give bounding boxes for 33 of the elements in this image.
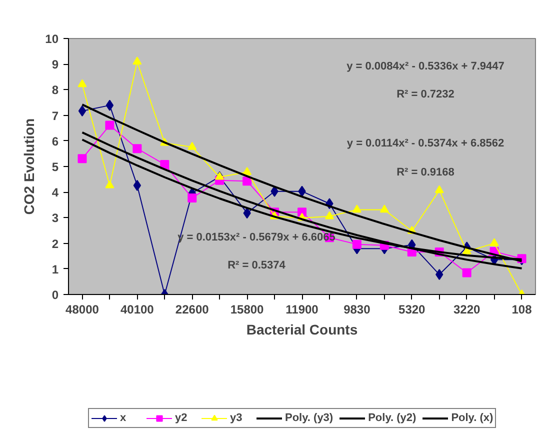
legend-label: x: [120, 411, 128, 425]
legend-label: y2: [175, 411, 188, 425]
y-tick-label: 5: [52, 160, 59, 174]
x-tick-label: 40100: [120, 302, 154, 316]
y-tick-label: 9: [52, 58, 59, 72]
annotation: y = 0.0084x² - 0.5336x + 7.9447: [346, 60, 504, 72]
y-tick-label: 8: [52, 83, 59, 98]
x-tick-label: 15800: [230, 302, 264, 316]
y-tick-label: 0: [52, 288, 59, 302]
y-tick-label: 4: [52, 186, 59, 200]
y-axis-title: CO2 Evolution: [21, 118, 38, 215]
y-tick-label: 3: [52, 211, 59, 226]
annotation: R² = 0.5374: [228, 260, 286, 272]
y-tick-label: 6: [52, 134, 59, 148]
x-tick-label: 11900: [286, 302, 319, 316]
legend-label: y3: [230, 411, 244, 425]
x-axis-title: Bacterial Counts: [246, 322, 358, 338]
y-tick-label: 1: [52, 262, 59, 276]
y-tick-label: 2: [52, 236, 59, 251]
y-tick-label: 10: [45, 32, 59, 46]
x-tick-label: 9830: [344, 302, 371, 316]
x-tick-label: 5320: [398, 302, 426, 316]
x-tick-label: 108: [512, 302, 532, 316]
legend-label: Poly. (y3): [285, 411, 334, 425]
x-tick-label: 3220: [453, 302, 480, 316]
annotation: R² = 0.9168: [396, 166, 454, 178]
x-tick-label: 48000: [66, 302, 100, 316]
x-tick-label: 22600: [175, 302, 210, 316]
y-tick-label: 7: [52, 108, 59, 123]
legend-label: Poly. (x): [451, 411, 494, 425]
annotation: R² = 0.7232: [396, 88, 454, 100]
annotation: y = 0.0114x² - 0.5374x + 6.8562: [346, 138, 504, 150]
legend-label: Poly. (y2): [368, 411, 416, 425]
